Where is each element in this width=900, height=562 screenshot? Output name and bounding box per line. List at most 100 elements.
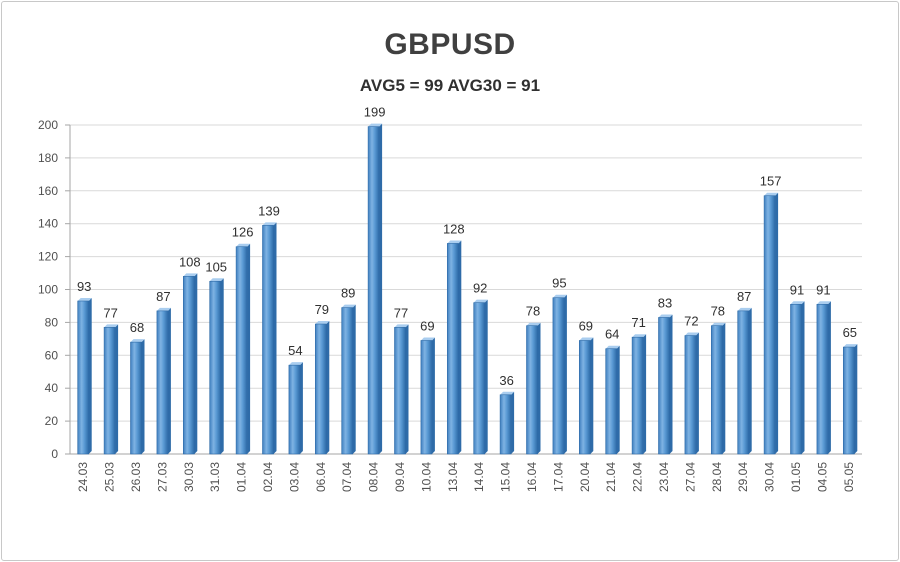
bar-top [236, 243, 251, 247]
bar-top [209, 278, 224, 282]
bar-side [405, 324, 409, 454]
bar-top [632, 334, 647, 338]
bar-top [130, 339, 145, 343]
x-tick-label: 17.04 [551, 462, 565, 492]
y-tick-label: 20 [45, 414, 59, 428]
value-label: 69 [579, 318, 593, 333]
y-tick-label: 40 [45, 381, 59, 395]
x-tick-label: 05.05 [842, 462, 856, 492]
value-label: 93 [77, 279, 91, 294]
bar-side [141, 339, 145, 454]
value-label: 68 [130, 320, 144, 335]
bar-front [367, 126, 380, 455]
bar-front [314, 323, 327, 455]
x-tick-label: 30.04 [763, 462, 777, 492]
bar-side [827, 301, 831, 454]
bar-side [695, 332, 699, 454]
value-label: 64 [605, 327, 619, 342]
bar-top [764, 192, 779, 196]
grid-lines [70, 124, 862, 455]
bar-top [420, 337, 435, 341]
bar-front [684, 335, 697, 455]
bar [552, 294, 567, 455]
bar-front [183, 276, 195, 455]
bar-top [183, 273, 198, 277]
bar-front [130, 341, 142, 455]
bar [77, 298, 92, 455]
bar [103, 324, 119, 455]
bar-side [220, 278, 224, 454]
x-tick-label: 16.04 [525, 462, 539, 492]
bar [209, 278, 224, 455]
bar [526, 322, 541, 455]
bar-side [775, 192, 779, 455]
bar-top [658, 314, 673, 318]
bar-front [578, 340, 591, 455]
bar [262, 222, 277, 455]
bar-top [790, 301, 805, 305]
bar [288, 362, 303, 455]
bar-top [156, 307, 171, 311]
bar-side [273, 222, 277, 454]
bar-side [326, 321, 330, 454]
bar [420, 337, 435, 455]
bar-side [563, 294, 567, 454]
bar-front [790, 304, 802, 455]
bar-front [103, 327, 116, 455]
x-tick-label: 15.04 [499, 462, 513, 492]
bar [235, 243, 251, 455]
bar-front [262, 225, 274, 455]
bar-front [209, 280, 221, 455]
value-label: 78 [711, 304, 725, 319]
bar-front [446, 243, 459, 455]
x-tick-label: 04.05 [815, 462, 829, 492]
bar-side [431, 337, 435, 454]
x-tick-label: 21.04 [604, 462, 618, 492]
bar-top [473, 299, 488, 303]
bar-front [288, 364, 301, 455]
bar-side [511, 391, 515, 454]
bar [473, 299, 488, 455]
x-tick-label: 10.04 [419, 462, 433, 492]
bar [341, 304, 356, 455]
value-label: 83 [658, 295, 672, 310]
bar-top [579, 337, 594, 341]
bar-top [315, 321, 330, 325]
y-axis-ticks: 0 20 40 60 80 100 120 140 160 180 200 [38, 118, 862, 461]
value-label: 139 [258, 203, 280, 218]
bar-top [77, 298, 92, 302]
bar-side [854, 344, 858, 454]
value-label: 91 [816, 282, 830, 297]
bar-side [115, 324, 119, 454]
bar [499, 391, 515, 455]
bar-front [605, 348, 618, 455]
bar-front [499, 394, 512, 455]
value-label: 105 [205, 259, 227, 274]
bar-top [605, 345, 620, 349]
bar-top [447, 240, 462, 244]
bar-front [763, 195, 776, 455]
bar-front [658, 317, 670, 455]
bar-front [737, 310, 750, 455]
y-tick-label: 80 [45, 315, 59, 329]
value-label: 91 [790, 282, 804, 297]
bar-side [194, 273, 198, 454]
bar-side [801, 301, 805, 454]
bar-top [526, 322, 541, 326]
x-tick-label: 26.03 [129, 462, 143, 492]
bar [631, 334, 647, 455]
chart-subtitle: AVG5 = 99 AVG30 = 91 [359, 76, 541, 95]
value-label: 92 [473, 281, 487, 296]
bar-side [722, 322, 726, 454]
y-tick-label: 160 [38, 184, 58, 198]
bar [394, 324, 409, 455]
bar-front [341, 307, 354, 455]
bar-top [288, 362, 303, 366]
bar-side [669, 314, 673, 454]
value-label: 54 [288, 343, 302, 358]
bar-side [643, 334, 647, 454]
x-tick-label: 29.04 [736, 462, 750, 492]
bar [130, 339, 145, 455]
bar [790, 301, 805, 455]
bar-front [816, 304, 829, 455]
